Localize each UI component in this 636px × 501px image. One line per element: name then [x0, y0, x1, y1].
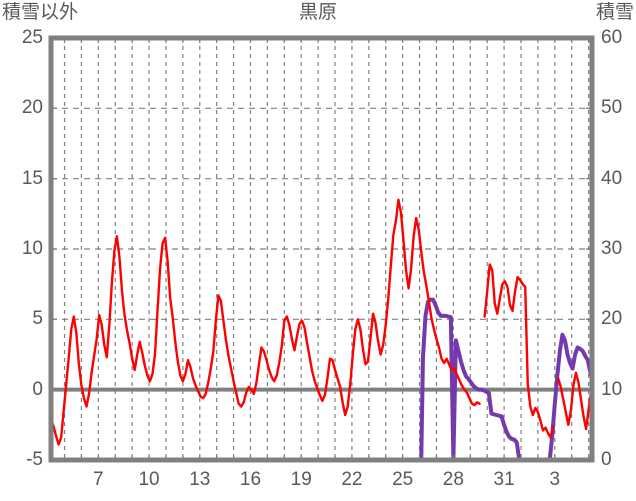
right-axis-tick-label: 10 — [601, 378, 623, 400]
right-axis-tick-label: 40 — [601, 167, 623, 189]
x-axis-tick-label: 28 — [442, 469, 464, 490]
x-axis-tick-label: 19 — [290, 469, 312, 490]
right-axis-tick-label: 20 — [601, 308, 623, 330]
right-tick-marks — [586, 37, 592, 461]
snow-episode-2 — [546, 332, 594, 462]
right-axis-tick-label: 60 — [601, 27, 623, 48]
horizontal-gridlines — [51, 107, 592, 320]
x-axis-tick-label: 13 — [189, 469, 211, 490]
right-axis-tick-label: 30 — [601, 238, 623, 259]
left-axis-tick-label: 15 — [21, 167, 43, 189]
left-axis-tick-label: 0 — [32, 378, 43, 400]
other-precip-line-segment — [49, 198, 481, 446]
x-axis-tick-label: 7 — [93, 469, 104, 490]
x-axis-tick-label: 22 — [341, 469, 363, 490]
top-tick-marks — [63, 38, 590, 43]
left-axis-tick-label: 20 — [21, 97, 43, 119]
left-axis-tick-label: 10 — [21, 238, 43, 259]
left-tick-marks — [51, 37, 57, 461]
x-axis-tick-label: 3 — [549, 469, 561, 490]
chart-title: 黒原 — [298, 2, 337, 23]
right-axis-tick-label: 0 — [601, 449, 612, 470]
right-axis-tick-label: 50 — [601, 97, 623, 119]
right-axis-title: 積雪 — [595, 2, 634, 23]
x-axis-tick-label: 31 — [493, 469, 515, 490]
series-other-line — [49, 198, 594, 446]
snow-episode-1 — [419, 297, 522, 462]
x-axis-tick-label: 16 — [239, 469, 262, 490]
bottom-tick-marks — [63, 455, 590, 460]
other-precip-line-segment — [556, 371, 594, 431]
left-axis-tick-label: 25 — [21, 27, 43, 48]
left-axis-tick-label: 5 — [32, 308, 43, 330]
x-axis-tick-label: 25 — [392, 469, 414, 490]
left-axis-title: 積雪以外 — [2, 2, 79, 23]
x-axis-tick-label: 10 — [138, 469, 160, 490]
left-axis-tick-label: -5 — [26, 449, 43, 470]
other-precip-line-segment — [483, 263, 555, 439]
